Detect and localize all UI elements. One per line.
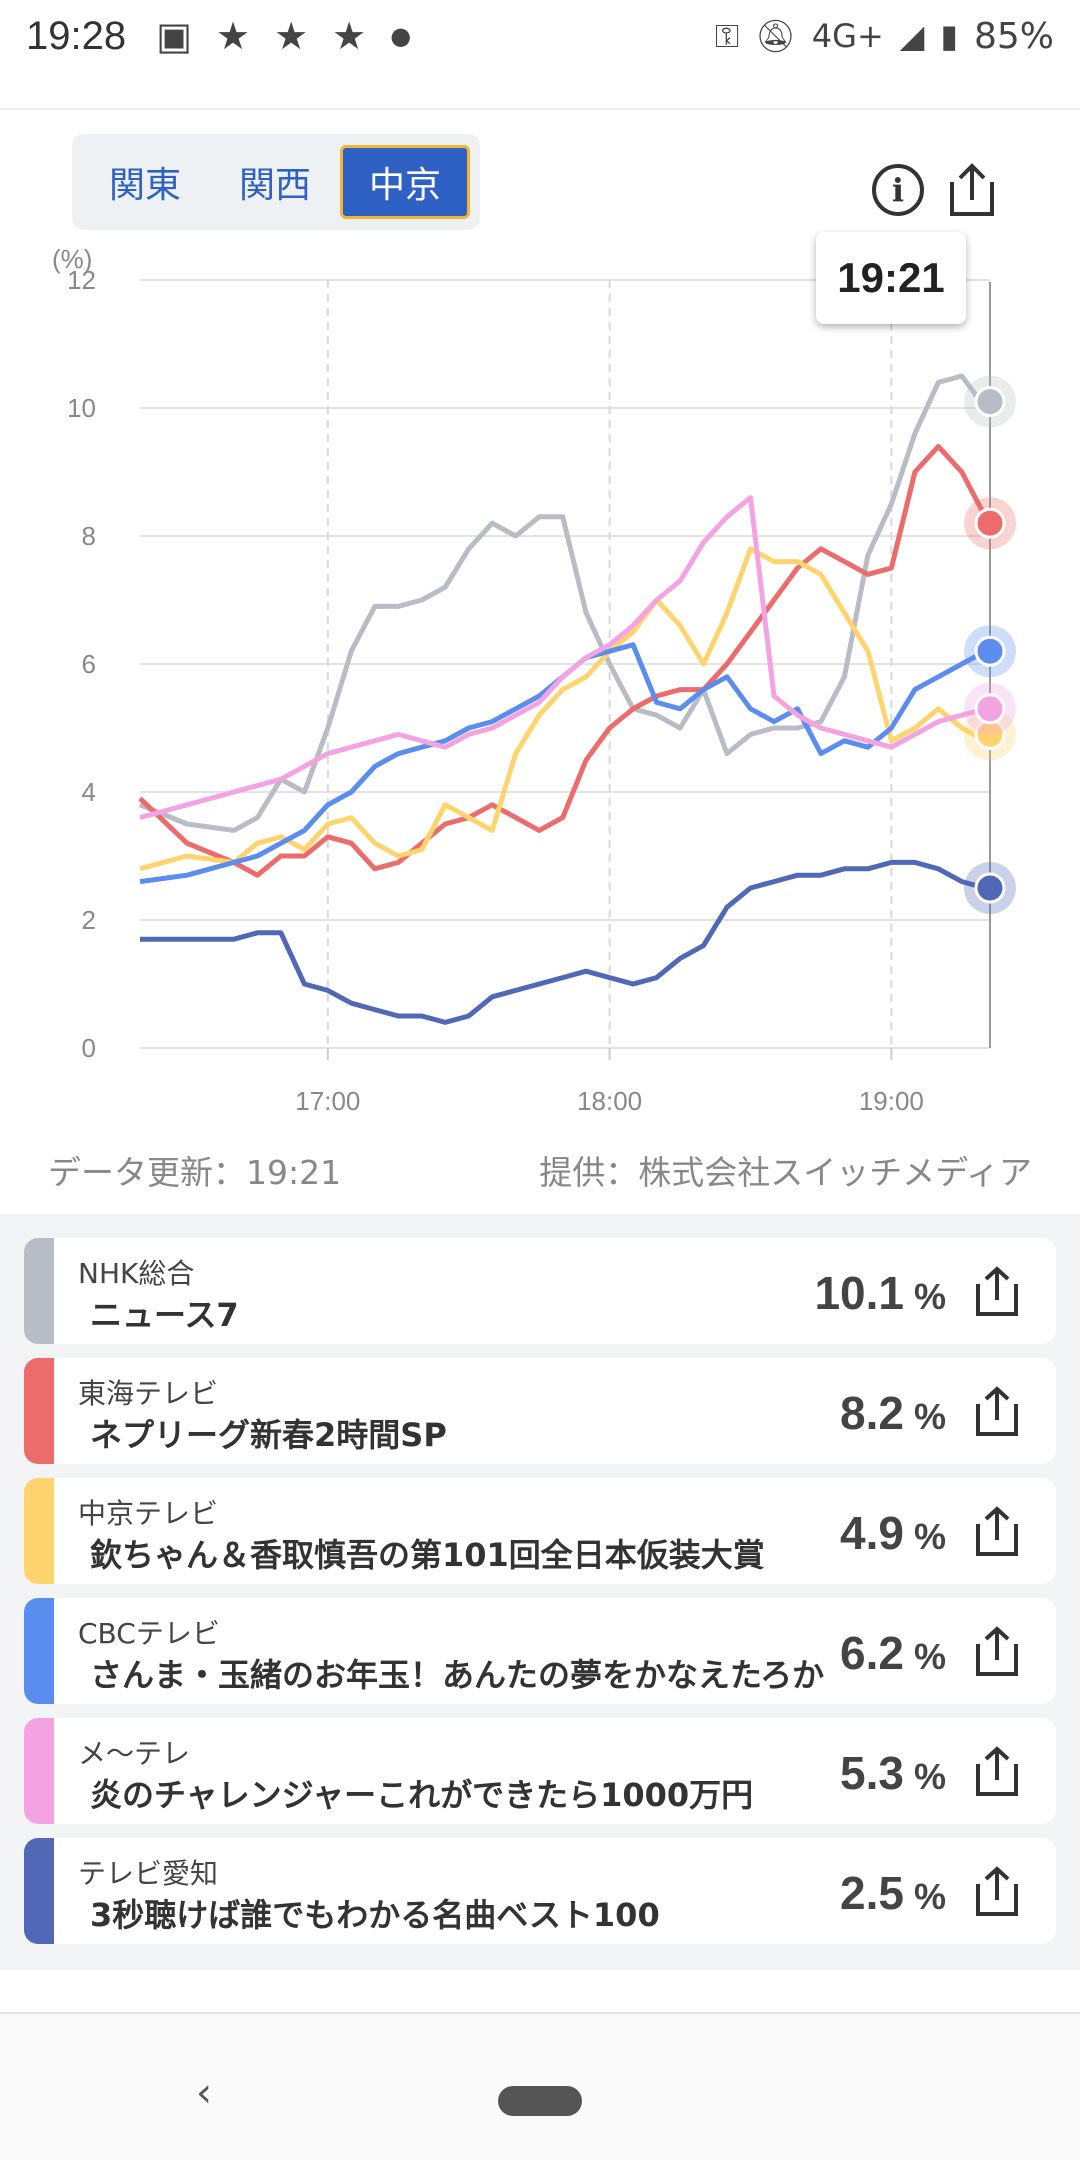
mute-icon: 🔕︎ [755,17,796,55]
share-icon[interactable] [972,1264,1022,1318]
battery-level: 85% [973,15,1054,57]
program-title: ネプリーグ新春2時間SP [90,1416,447,1454]
series-marker [974,872,1006,904]
time-tooltip: 19:21 [816,232,966,324]
tab-kanto[interactable]: 関東 [108,165,181,206]
dot-icon: ● [390,22,412,50]
share-icon[interactable] [972,1864,1022,1918]
channel-color-bar [24,1358,54,1464]
series-line-3 [139,642,990,885]
rating-value: 10.1% [814,1266,946,1320]
status-time: 19:28 [26,13,127,58]
y-tick-label: 4 [82,777,96,807]
rating-unit: % [913,1276,946,1317]
channel-color-bar [24,1478,54,1584]
y-tick-label: 12 [67,265,96,295]
region-tabs: 関東 関西 中京 [72,134,480,230]
rating-value: 4.9% [840,1506,946,1560]
rating-number: 2.5 [840,1867,904,1919]
rating-value: 5.3% [840,1746,946,1800]
list-item[interactable]: テレビ愛知 3秒聴けば誰でもわかる名曲ベスト100 2.5% [24,1838,1056,1944]
program-title: ニュース7 [90,1296,239,1334]
channel-color-bar [24,1238,54,1344]
back-icon[interactable]: ‹ [196,2070,212,2116]
rating-number: 8.2 [840,1387,904,1439]
status-bar: 19:28 ▣ ★ ★ ★ ● ⚿ 🔕︎ 4G+ ◢ ▮ 85% [0,0,1080,72]
list-item[interactable]: 中京テレビ欽ちゃん＆香取慎吾の第101回全日本仮装大賞 4.9% [24,1478,1056,1584]
channel-color-bar [24,1598,54,1704]
divider [0,108,1080,110]
channel-color-bar [24,1838,54,1944]
series-marker [974,386,1006,418]
list-item[interactable]: NHK総合ニュース7 10.1% [24,1238,1056,1344]
program-title: 3秒聴けば誰でもわかる名曲ベスト100 [90,1896,660,1934]
program-title: 欽ちゃん＆香取慎吾の第101回全日本仮装大賞 [90,1536,765,1574]
y-tick-label: 0 [82,1033,96,1063]
rating-value: 8.2% [840,1386,946,1440]
star-icon: ★ [216,14,251,58]
channel-name: 東海テレビ [78,1377,219,1410]
x-tick-label: 17:00 [295,1086,360,1116]
x-tick-label: 18:00 [577,1086,642,1116]
channel-name: テレビ愛知 [78,1857,219,1890]
share-icon[interactable] [944,160,1000,220]
y-tick-label: 6 [82,649,96,679]
tab-chukyo[interactable]: 中京 [340,145,470,219]
home-pill[interactable] [498,2086,582,2116]
series-line-1 [138,443,993,878]
channel-name: メ〜テレ [78,1737,191,1770]
series-marker [974,693,1006,725]
rating-unit: % [913,1516,946,1557]
star-icon: ★ [274,14,309,58]
tab-kansai[interactable]: 関西 [238,165,311,206]
share-icon[interactable] [972,1504,1022,1558]
channel-color-bar [24,1718,54,1824]
share-icon[interactable] [972,1624,1022,1678]
series-marker [974,635,1006,667]
list-item[interactable]: 東海テレビネプリーグ新春2時間SP 8.2% [24,1358,1056,1464]
rating-number: 4.9 [840,1507,904,1559]
y-unit-label: (%) [52,244,92,274]
share-icon[interactable] [972,1384,1022,1438]
ratings-chart: (%) 0 2 4 6 8 10 12 17:00 18:00 19:00 [52,244,1016,1116]
battery-icon: ▮ [940,17,958,55]
list-item[interactable]: メ〜テレ炎のチャレンジャーこれができたら1000万円 5.3% [24,1718,1056,1824]
channel-name: CBCテレビ [78,1617,220,1650]
update-time: データ更新：19:21 [48,1153,342,1192]
series-line-2 [139,546,993,872]
image-icon: ▣ [156,14,193,58]
channel-name: 中京テレビ [78,1497,219,1530]
channel-name: NHK総合 [78,1257,195,1290]
rating-unit: % [913,1396,946,1437]
rating-number: 5.3 [840,1747,904,1799]
series-line-4 [139,495,990,821]
x-tick-label: 19:00 [859,1086,924,1116]
meta-row: データ更新：19:21 提供：株式会社スイッチメディア [0,1146,1080,1192]
series-marker [974,507,1006,539]
provider: 提供：株式会社スイッチメディア [539,1153,1032,1192]
share-icon[interactable] [972,1744,1022,1798]
rating-unit: % [913,1876,946,1917]
star-icon: ★ [332,14,367,58]
rating-number: 6.2 [840,1627,904,1679]
rating-number: 10.1 [814,1267,904,1319]
rating-unit: % [913,1756,946,1797]
rating-value: 6.2% [840,1626,946,1680]
rating-unit: % [913,1636,946,1677]
network-label: 4G+ [811,17,884,55]
list-item[interactable]: CBCテレビさんま・玉緒のお年玉！あんたの夢をかなえたろか 6.2% [24,1598,1056,1704]
key-icon: ⚿ [714,16,740,55]
program-title: 炎のチャレンジャーこれができたら1000万円 [90,1776,754,1814]
signal-icon: ◢ [899,17,925,55]
info-icon[interactable]: i [872,164,924,216]
y-tick-label: 8 [82,521,96,551]
program-title: さんま・玉緒のお年玉！あんたの夢をかなえたろか [90,1656,825,1694]
series-line-0 [139,373,993,833]
nav-bar: ‹ [0,2012,1080,2160]
rating-value: 2.5% [840,1866,946,1920]
series-line-5 [140,859,990,1025]
y-tick-label: 10 [67,393,96,423]
y-tick-label: 2 [82,905,96,935]
